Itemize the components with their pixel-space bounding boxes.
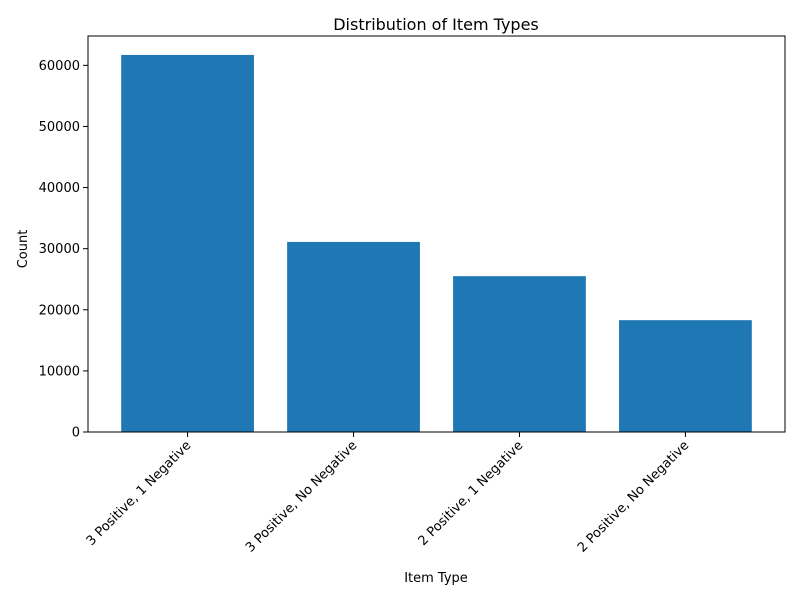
y-tick-label: 50000 xyxy=(39,120,80,135)
y-tick-label: 60000 xyxy=(39,59,80,74)
bar xyxy=(287,241,420,432)
y-tick-label: 20000 xyxy=(39,303,80,318)
y-tick-label: 30000 xyxy=(39,242,80,257)
chart-title: Distribution of Item Types xyxy=(333,15,539,34)
y-tick-label: 0 xyxy=(72,426,80,441)
x-tick-label: 2 Positive, No Negative xyxy=(575,438,692,555)
y-tick-label: 40000 xyxy=(39,181,80,196)
y-axis: 0 10000 20000 30000 40000 50000 60000 xyxy=(39,59,88,441)
bar xyxy=(453,276,586,432)
y-tick-label: 10000 xyxy=(39,364,80,379)
x-axis-label: Item Type xyxy=(404,571,468,586)
x-tick-label: 3 Positive, No Negative xyxy=(243,438,360,555)
plot-frame xyxy=(87,35,786,433)
bar xyxy=(121,54,254,432)
x-axis: 3 Positive, 1 Negative 3 Positive, No Neg… xyxy=(84,432,692,556)
x-tick-label: 2 Positive, 1 Negative xyxy=(416,438,527,549)
bar xyxy=(619,320,752,432)
x-tick-label: 3 Positive, 1 Negative xyxy=(84,438,195,549)
y-axis-label: Count xyxy=(16,230,31,269)
bars xyxy=(121,54,752,432)
